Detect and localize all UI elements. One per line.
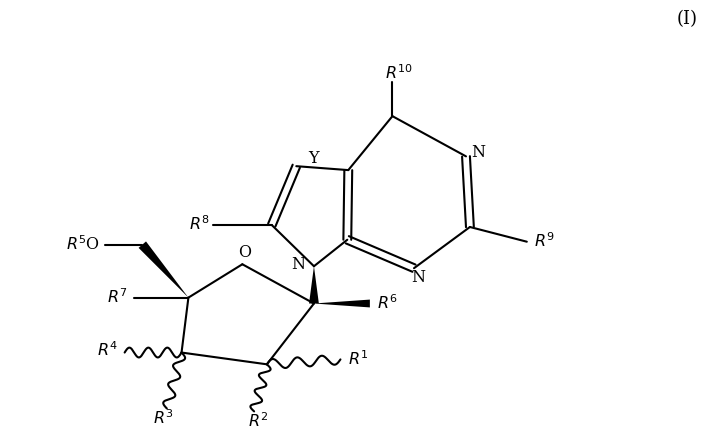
Text: $R^{1}$: $R^{1}$ (348, 350, 368, 369)
Text: $R^{2}$: $R^{2}$ (248, 412, 268, 430)
Text: O: O (238, 244, 250, 261)
Text: N: N (291, 256, 305, 273)
Text: N: N (411, 269, 425, 287)
Text: N: N (470, 144, 485, 161)
Text: $R^{6}$: $R^{6}$ (378, 294, 398, 313)
Text: $R^{7}$: $R^{7}$ (107, 288, 127, 307)
Text: $R^{9}$: $R^{9}$ (534, 233, 555, 251)
Text: $R^{3}$: $R^{3}$ (152, 409, 173, 428)
Text: $R^{10}$: $R^{10}$ (386, 65, 413, 83)
Text: $R^{5}$O: $R^{5}$O (67, 235, 100, 254)
Text: $R^{8}$: $R^{8}$ (189, 216, 210, 234)
Polygon shape (314, 300, 370, 307)
Text: (I): (I) (676, 10, 697, 28)
Polygon shape (139, 242, 189, 297)
Text: $R^{4}$: $R^{4}$ (97, 341, 118, 360)
Polygon shape (309, 266, 319, 304)
Text: Y: Y (309, 150, 319, 167)
